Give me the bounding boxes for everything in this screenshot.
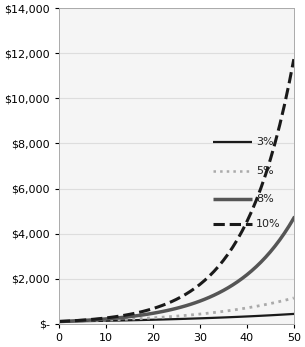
Text: 10%: 10% (256, 219, 281, 229)
Text: 8%: 8% (256, 194, 274, 204)
Text: 5%: 5% (256, 166, 274, 176)
Text: 3%: 3% (256, 137, 274, 147)
